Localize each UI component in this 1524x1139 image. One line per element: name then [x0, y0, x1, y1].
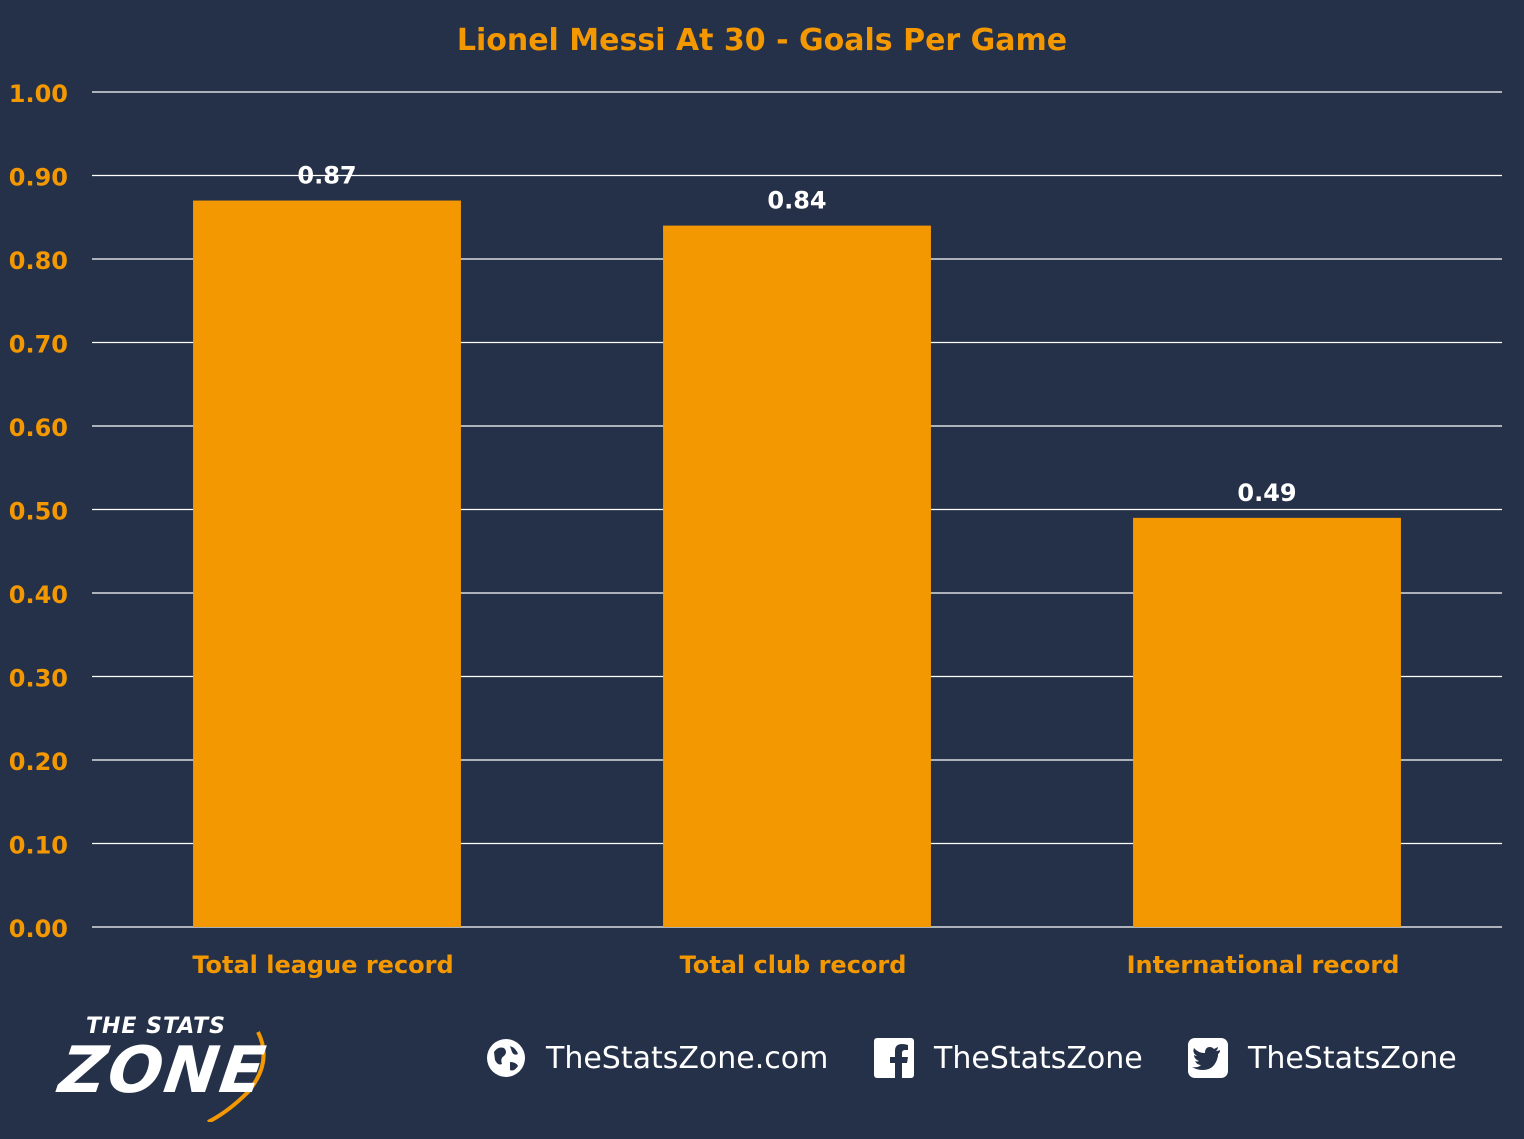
y-tick-label: 0.30: [9, 665, 68, 693]
y-tick-label: 1.00: [9, 80, 68, 108]
bar: [1133, 517, 1401, 927]
y-tick-label: 0.50: [9, 498, 68, 526]
logo-streak-graphic: [207, 1031, 266, 1122]
bar-value-label: 0.84: [767, 187, 826, 215]
globe-icon: [484, 1036, 528, 1080]
y-axis-tick-labels: 0.00 0.10 0.20 0.30 0.40 0.50 0.60 0.70 0.80 0.90…: [9, 80, 68, 943]
footer: THE STATS ZONE TheStatsZone.com TheStats…: [0, 1000, 1524, 1130]
stats-zone-logo[interactable]: THE STATS ZONE: [54, 1012, 320, 1122]
bar: [663, 225, 931, 928]
website-link[interactable]: TheStatsZone.com: [484, 1034, 828, 1082]
logo-text-bottom: ZONE: [54, 1034, 272, 1108]
twitter-icon: [1186, 1036, 1230, 1080]
facebook-link[interactable]: TheStatsZone: [872, 1034, 1143, 1082]
bar-value-label: 0.49: [1237, 479, 1296, 507]
x-tick-label: Total club record: [680, 951, 907, 979]
y-tick-label: 0.60: [9, 414, 68, 442]
y-tick-label: 0.00: [9, 915, 68, 943]
y-tick-label: 0.10: [9, 832, 68, 860]
y-tick-label: 0.40: [9, 581, 68, 609]
y-tick-label: 0.80: [9, 247, 68, 275]
twitter-text: TheStatsZone: [1248, 1040, 1457, 1076]
website-text: TheStatsZone.com: [546, 1040, 829, 1076]
bar: [193, 200, 461, 928]
bar-value-labels: 0.87 0.84 0.49: [297, 162, 1296, 507]
bar-value-label: 0.87: [297, 162, 356, 190]
facebook-icon: [872, 1036, 916, 1080]
chart-title: Lionel Messi At 30 - Goals Per Game: [457, 23, 1067, 58]
bars: [193, 200, 1401, 928]
x-tick-label: International record: [1127, 951, 1400, 979]
x-axis-category-labels: Total league record Total club record Inte…: [192, 951, 1399, 979]
x-tick-label: Total league record: [192, 951, 453, 979]
bar-chart: Lionel Messi At 30 - Goals Per Game 0.00…: [9, 23, 1502, 979]
y-tick-label: 0.90: [9, 164, 68, 192]
facebook-text: TheStatsZone: [934, 1040, 1143, 1076]
logo-text-top: THE STATS: [86, 1014, 227, 1039]
y-tick-label: 0.70: [9, 331, 68, 359]
twitter-link[interactable]: TheStatsZone: [1186, 1034, 1457, 1082]
y-tick-label: 0.20: [9, 748, 68, 776]
